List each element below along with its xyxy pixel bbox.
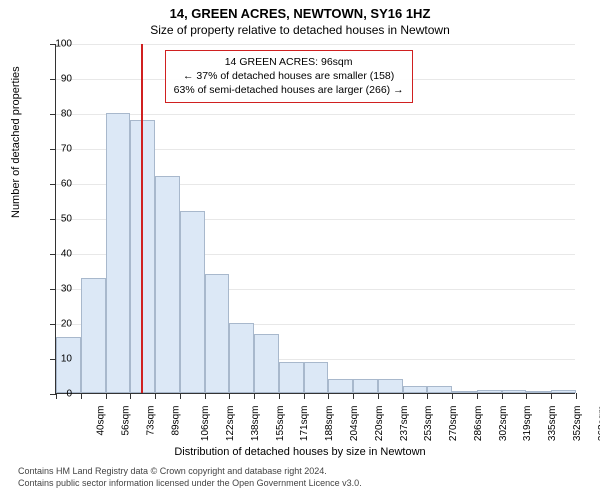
x-tick [81, 393, 82, 399]
bar [427, 386, 452, 393]
chart-title-sub: Size of property relative to detached ho… [0, 21, 600, 37]
bar [328, 379, 353, 393]
x-tick-label: 237sqm [399, 406, 410, 442]
bar [353, 379, 378, 393]
x-tick-label: 270sqm [448, 406, 459, 442]
grid-line [56, 44, 575, 45]
bar [279, 362, 304, 394]
x-tick-label: 89sqm [170, 406, 181, 436]
bar [180, 211, 205, 393]
bar [81, 278, 106, 394]
x-tick-label: 352sqm [572, 406, 583, 442]
y-tick-label: 70 [42, 144, 72, 155]
bar [229, 323, 254, 393]
chart-plot-area: 40sqm56sqm73sqm89sqm106sqm122sqm138sqm15… [55, 44, 575, 394]
annotation-line2: ← 37% of detached houses are smaller (15… [174, 69, 404, 83]
y-tick-label: 20 [42, 319, 72, 330]
x-tick-label: 188sqm [324, 406, 335, 442]
x-tick [576, 393, 577, 399]
y-tick-label: 40 [42, 249, 72, 260]
bar [106, 113, 131, 393]
y-tick-label: 60 [42, 179, 72, 190]
bar [403, 386, 428, 393]
x-tick [130, 393, 131, 399]
bar [56, 337, 81, 393]
bar [130, 120, 155, 393]
annotation-line1: 14 GREEN ACRES: 96sqm [174, 55, 404, 69]
bar [304, 362, 329, 394]
x-tick-label: 204sqm [349, 406, 360, 442]
chart-title-main: 14, GREEN ACRES, NEWTOWN, SY16 1HZ [0, 0, 600, 21]
bar [378, 379, 403, 393]
marker-line [141, 44, 143, 393]
y-axis-title: Number of detached properties [10, 66, 22, 218]
footer-line1: Contains HM Land Registry data © Crown c… [18, 466, 590, 478]
bar [205, 274, 230, 393]
bar [477, 390, 502, 394]
x-tick [477, 393, 478, 399]
x-tick [229, 393, 230, 399]
x-tick-label: 40sqm [96, 406, 107, 436]
y-tick-label: 10 [42, 354, 72, 365]
x-tick [378, 393, 379, 399]
x-tick-label: 122sqm [225, 406, 236, 442]
x-axis-title: Distribution of detached houses by size … [0, 446, 600, 458]
x-tick-label: 319sqm [522, 406, 533, 442]
bar [526, 391, 551, 393]
x-tick [205, 393, 206, 399]
x-tick [328, 393, 329, 399]
x-tick-label: 155sqm [275, 406, 286, 442]
annotation-line3: 63% of semi-detached houses are larger (… [174, 83, 404, 97]
x-tick [279, 393, 280, 399]
x-tick-label: 138sqm [250, 406, 261, 442]
x-tick-label: 302sqm [498, 406, 509, 442]
bar [254, 334, 279, 394]
y-tick-label: 0 [42, 389, 72, 400]
x-tick [106, 393, 107, 399]
x-tick [155, 393, 156, 399]
x-tick-label: 220sqm [374, 406, 385, 442]
bar [155, 176, 180, 393]
footer-line2: Contains public sector information licen… [18, 478, 590, 490]
annotation-box: 14 GREEN ACRES: 96sqm ← 37% of detached … [165, 50, 413, 103]
x-tick-label: 286sqm [473, 406, 484, 442]
y-tick-label: 90 [42, 74, 72, 85]
x-tick [502, 393, 503, 399]
chart-container: 14, GREEN ACRES, NEWTOWN, SY16 1HZ Size … [0, 0, 600, 500]
x-tick [254, 393, 255, 399]
x-tick [403, 393, 404, 399]
x-tick [551, 393, 552, 399]
grid-line [56, 114, 575, 115]
y-tick-label: 100 [42, 39, 72, 50]
x-tick-label: 171sqm [300, 406, 311, 442]
bar [452, 391, 477, 393]
y-tick-label: 50 [42, 214, 72, 225]
bar [502, 390, 527, 394]
x-tick [452, 393, 453, 399]
x-tick-label: 106sqm [201, 406, 212, 442]
footer-attribution: Contains HM Land Registry data © Crown c… [18, 466, 590, 489]
y-tick-label: 80 [42, 109, 72, 120]
y-tick-label: 30 [42, 284, 72, 295]
x-tick-label: 73sqm [145, 406, 156, 436]
x-tick [526, 393, 527, 399]
x-tick [304, 393, 305, 399]
x-tick [353, 393, 354, 399]
x-tick-label: 56sqm [121, 406, 132, 436]
bar [551, 390, 576, 394]
x-tick [180, 393, 181, 399]
x-tick-label: 335sqm [547, 406, 558, 442]
x-tick-label: 253sqm [423, 406, 434, 442]
x-tick [427, 393, 428, 399]
